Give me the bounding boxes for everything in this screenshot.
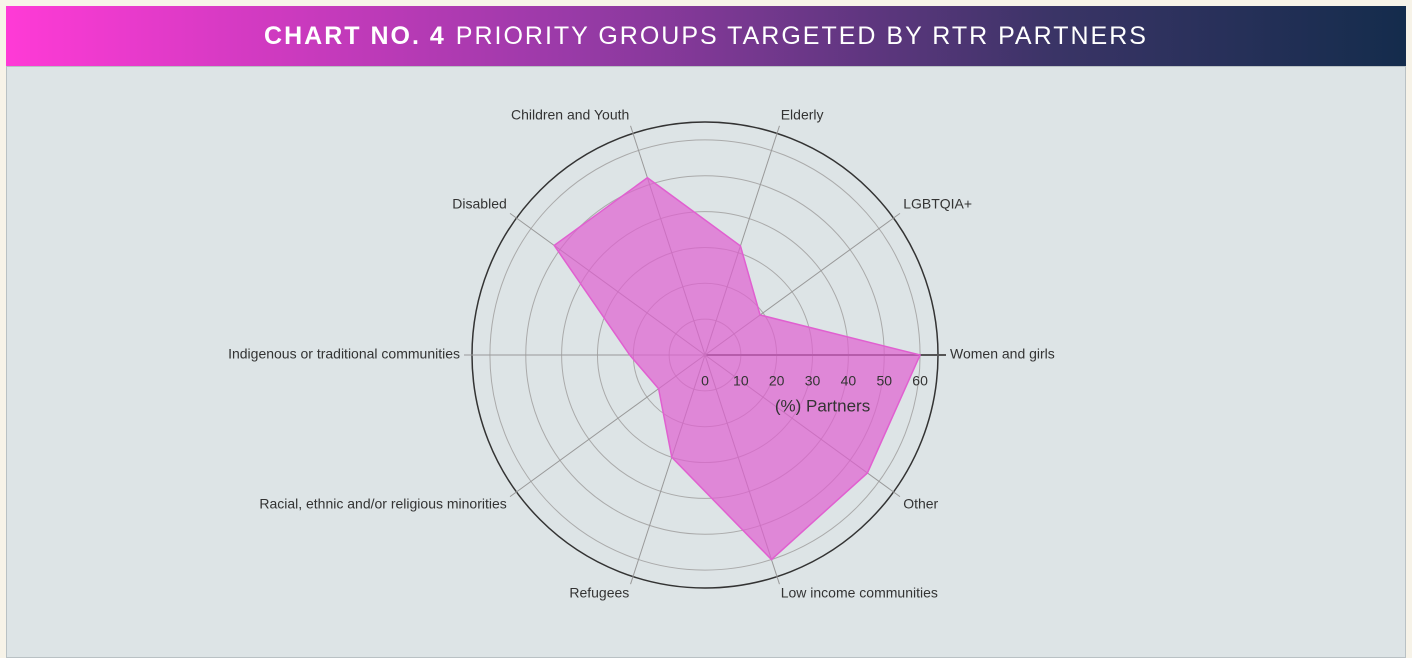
r-tick-label: 30 <box>805 373 821 389</box>
category-label: Children and Youth <box>511 107 629 123</box>
r-tick-label: 20 <box>769 373 785 389</box>
r-tick-label: 60 <box>912 373 928 389</box>
r-tick-label: 40 <box>841 373 857 389</box>
category-label: Indigenous or traditional communities <box>228 346 460 362</box>
category-label: LGBTQIA+ <box>903 196 972 212</box>
axis-label: (%) Partners <box>775 396 870 415</box>
data-area <box>553 176 922 561</box>
chart-panel <box>6 66 1406 658</box>
r-tick-label: 50 <box>876 373 892 389</box>
category-label: Refugees <box>569 585 629 601</box>
category-label: Disabled <box>452 196 506 212</box>
category-label: Elderly <box>781 107 824 123</box>
category-label: Low income communities <box>781 585 938 601</box>
chart-title: PRIORITY GROUPS TARGETED BY RTR PARTNERS <box>455 21 1148 50</box>
r-tick-label: 10 <box>733 373 749 389</box>
chart-header: CHART NO. 4 PRIORITY GROUPS TARGETED BY R… <box>6 6 1406 66</box>
r-tick-label: 0 <box>701 373 709 389</box>
category-label: Other <box>903 496 938 512</box>
chart-number: CHART NO. 4 <box>264 21 446 50</box>
category-label: Women and girls <box>950 346 1055 362</box>
category-label: Racial, ethnic and/or religious minoriti… <box>259 496 506 512</box>
